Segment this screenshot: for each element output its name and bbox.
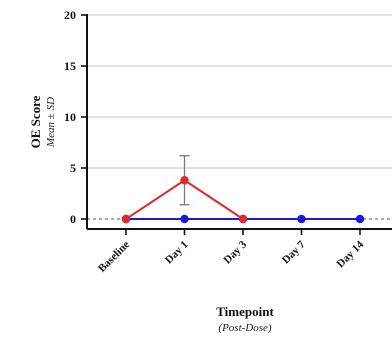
series-series_red [121,155,248,224]
data-point-series_blue-4 [355,214,365,224]
data-point-series_red-1 [180,176,189,185]
data-point-series_red-2 [238,214,248,224]
data-point-series_blue-1 [180,214,189,224]
data-point-series_blue-3 [297,214,306,224]
y-tick-label-10: 10 [64,110,76,124]
x-tick-label-0: Baseline [96,239,132,275]
y-tick-label-5: 5 [70,161,76,175]
x-tick-label-3: Day 7 [280,238,308,266]
data-point-series_red-0 [121,214,131,224]
x-axis-title: Timepoint [216,304,274,319]
x-tick-label-4: Day 14 [335,238,367,270]
series-segment-series_red-0 [125,179,186,220]
x-tick-label-1: Day 1 [163,239,191,267]
series-segment-series_red-1 [183,179,244,220]
series-group [121,155,365,224]
y-axis-subtitle: Mean ± SD [45,97,57,148]
y-axis-title: OE Score [28,95,43,148]
x-axis-subtitle: (Post-Dose) [218,322,271,334]
x-tick-label-2: Day 3 [221,238,249,266]
y-tick-label-0: 0 [70,212,76,226]
axes: 0 5 10 15 20 Baseline Day 1 Day 3 Day 7 Day 14 [64,8,392,275]
grid-lines [87,14,392,169]
y-tick-label-15: 15 [64,59,76,73]
y-tick-label-20: 20 [64,8,76,22]
